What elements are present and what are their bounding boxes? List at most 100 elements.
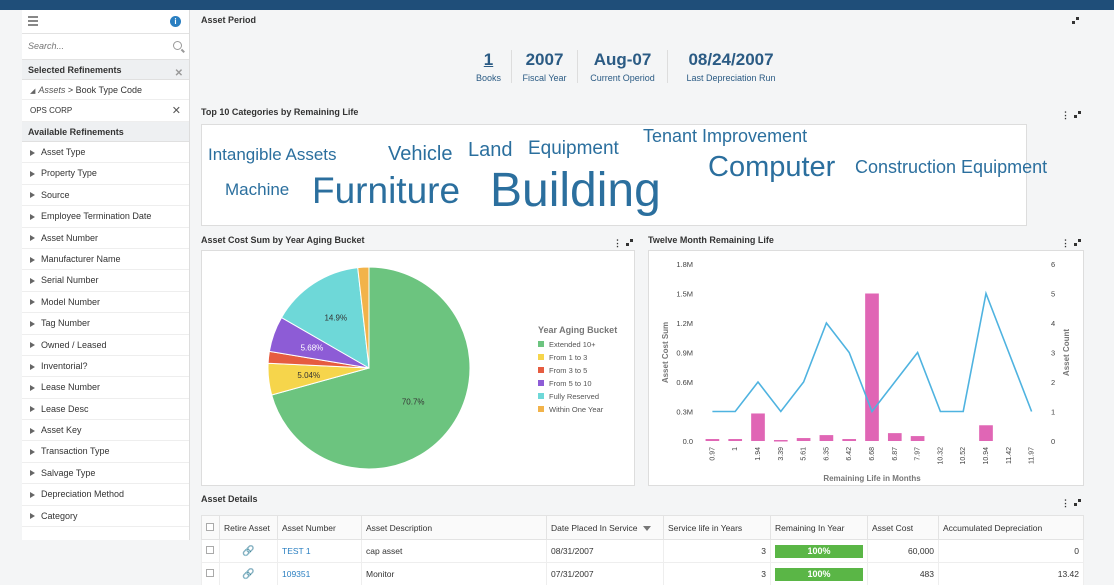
refinement-item[interactable]: Tag Number [22,313,189,335]
legend-label[interactable]: Fully Reserved [549,392,599,401]
refinement-item[interactable]: Transaction Type [22,441,189,463]
expand-icon[interactable] [1072,17,1079,24]
bar[interactable] [728,439,743,441]
expand-icon[interactable] [1074,499,1081,506]
expand-icon[interactable] [1074,111,1081,118]
search-icon[interactable] [173,41,182,50]
refinement-item[interactable]: Property Type [22,163,189,185]
clear-refinements-icon[interactable]: ✕ [174,68,183,79]
y-tick-label: 1.8M [676,260,693,269]
remove-chip-icon[interactable]: ✕ [171,105,181,117]
line-series[interactable] [712,290,1033,414]
refinement-item[interactable]: Model Number [22,292,189,314]
cloud-word[interactable]: Construction Equipment [855,157,1048,177]
refinement-item[interactable]: Lease Desc [22,399,189,421]
column-header-sorted[interactable]: Date Placed In Service [546,515,664,540]
remaining-cell: 100% [770,562,868,585]
pie-slice[interactable] [280,267,370,369]
breadcrumb-link-assets[interactable]: Assets [38,85,66,95]
x-tick-label: 10.32 [937,447,944,465]
menu-icon[interactable] [28,16,38,26]
cloud-word[interactable]: Machine [225,180,290,199]
bar[interactable] [773,440,788,442]
cloud-word[interactable]: Furniture [312,170,461,211]
collapse-triangle-icon[interactable]: ◢ [30,88,36,95]
column-header[interactable]: Asset Number [277,515,362,540]
column-header[interactable]: Asset Description [361,515,547,540]
selected-refinements-header: Selected Refinements ✕ [22,60,189,80]
refinement-item[interactable]: Owned / Leased [22,335,189,356]
cloud-word[interactable]: Equipment [528,138,619,159]
legend-label[interactable]: From 1 to 3 [549,353,587,362]
expand-arrow-icon [30,149,35,156]
cloud-word[interactable]: Tenant Improvement [643,126,808,146]
row-checkbox[interactable] [206,546,214,554]
search-input[interactable] [22,34,162,58]
column-header[interactable]: Accumulated Depreciation [938,515,1084,540]
cloud-word[interactable]: Computer [708,151,836,183]
bar[interactable] [887,433,902,441]
expand-arrow-icon [30,363,35,370]
sort-desc-icon[interactable] [643,525,652,531]
kpi-value[interactable]: 1 [483,50,494,69]
combo-toolbar: ⋮ [1061,238,1081,249]
column-header[interactable]: Service life in Years [663,515,771,540]
refinement-item[interactable]: Employee Termination Date [22,206,189,228]
refinement-item[interactable]: Inventorial? [22,356,189,378]
bar[interactable] [705,439,720,441]
more-options-icon[interactable]: ⋮ [1061,110,1070,120]
bar[interactable] [842,439,857,441]
combo-chart-title: Twelve Month Remaining Life [648,235,774,245]
kpi-label: Books [476,73,502,83]
legend-title: Year Aging Bucket [538,325,617,335]
bar[interactable] [865,293,879,442]
legend-label[interactable]: Extended 10+ [549,340,596,349]
category-word-cloud: Intangible Assets Vehicle Land Equipment… [201,124,1047,226]
bar[interactable] [910,436,925,441]
more-options-icon[interactable]: ⋮ [613,238,622,248]
select-all-checkbox[interactable] [206,522,214,531]
cloud-word[interactable]: Building [490,164,661,217]
refinement-item[interactable]: Serial Number [22,270,189,292]
asset-number-link[interactable]: TEST 1 [277,539,362,563]
link-icon[interactable]: 🔗 [242,545,255,557]
more-options-icon[interactable]: ⋮ [1061,238,1070,248]
refinement-item[interactable]: Category [22,506,189,528]
pie-slice[interactable] [271,266,471,470]
refinement-item[interactable]: Salvage Type [22,463,189,485]
expand-icon[interactable] [626,239,633,246]
link-icon[interactable]: 🔗 [242,568,255,580]
legend-label[interactable]: From 5 to 10 [549,379,592,388]
bar[interactable] [819,435,834,441]
cloud-word[interactable]: Intangible Assets [208,145,337,164]
refinement-item[interactable]: Lease Number [22,377,189,399]
refinement-item[interactable]: Asset Number [22,228,189,249]
refinement-item-label: Property Type [41,168,97,179]
column-header[interactable]: Retire Asset [219,515,278,540]
refinement-item[interactable]: Depreciation Method [22,484,189,506]
legend-swatch [538,406,544,412]
cloud-word[interactable]: Vehicle [388,143,453,165]
cloud-word[interactable]: Land [468,139,513,161]
date-placed: 08/31/2007 [546,539,664,563]
bar[interactable] [979,425,993,441]
legend-label[interactable]: Within One Year [549,405,604,414]
legend-label[interactable]: From 3 to 5 [549,366,587,375]
expand-icon[interactable] [1074,239,1081,246]
refinement-item[interactable]: Manufacturer Name [22,249,189,271]
refinement-item[interactable]: Asset Type [22,142,189,164]
row-checkbox[interactable] [206,569,214,577]
refinement-item[interactable]: Asset Key [22,420,189,442]
x-tick-label: 3.39 [778,447,785,461]
bar[interactable] [796,438,811,441]
column-header[interactable]: Remaining In Year [770,515,868,540]
kpi-label: Current Operiod [590,73,655,83]
pie-slice[interactable] [357,266,370,369]
asset-number-link[interactable]: 109351 [277,562,362,585]
info-icon[interactable]: i [170,16,181,27]
service-life: 3 [663,562,771,585]
bar[interactable] [751,413,765,441]
refinement-item[interactable]: Source [22,185,189,207]
column-header[interactable]: Asset Cost [867,515,939,540]
more-options-icon[interactable]: ⋮ [1061,498,1070,508]
